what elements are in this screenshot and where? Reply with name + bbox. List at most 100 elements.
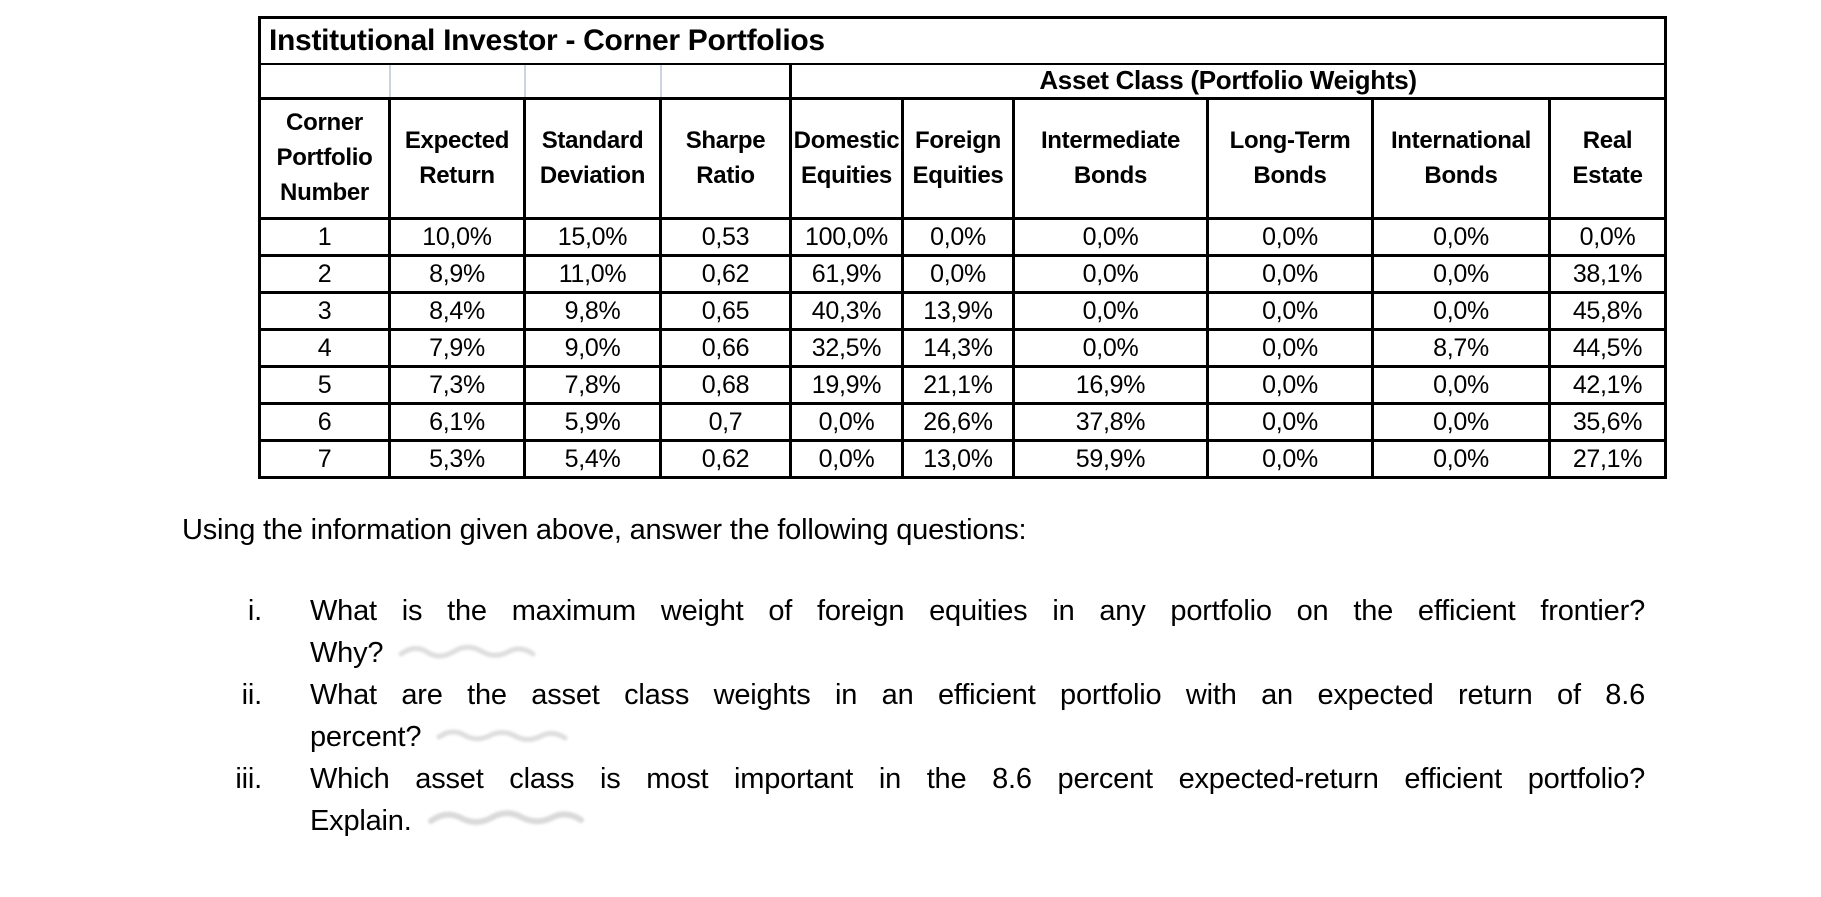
column-header-long-term-bonds: Long-Term Bonds [1206,98,1374,220]
cell: 38,1% [1547,254,1668,294]
table-row: 5 7,3% 7,8% 0,68 19,9% 21,1% 16,9% 0,0% … [258,365,1668,405]
cell: 44,5% [1547,328,1668,368]
cell: 6 [258,402,391,442]
cell: 0,0% [1371,254,1551,294]
cell: 4 [258,328,391,368]
cell: 21,1% [901,365,1015,405]
question-line: Which asset class is most important in t… [310,763,1645,795]
question-i: i. What is the maximum weight of foreign… [202,590,1662,674]
empty-cell [259,63,391,100]
cell: 0,0% [789,402,904,442]
table-row: 6 6,1% 5,9% 0,7 0,0% 26,6% 37,8% 0,0% 0,… [258,402,1668,442]
cell: 0,0% [1206,217,1374,257]
question-number: iii. [235,763,262,795]
cell: 2 [258,254,391,294]
column-header-intermediate-bonds: Intermediate Bonds [1012,98,1209,220]
cell: 0,0% [1206,365,1374,405]
group-header-row: Asset Class (Portfolio Weights) [259,63,1666,100]
cell: 40,3% [789,291,904,331]
column-header-international-bonds: International Bonds [1371,98,1551,220]
erased-pencil-mark [397,632,547,674]
question-text: What are the asset class weights in an e… [310,674,1645,758]
cell: 0,65 [659,291,792,331]
cell: 3 [258,291,391,331]
cell: 16,9% [1012,365,1209,405]
empty-cell [389,63,526,100]
cell: 10,0% [388,217,526,257]
question-text: Which asset class is most important in t… [310,758,1645,842]
cell: 7,8% [523,365,662,405]
question-text: What is the maximum weight of foreign eq… [310,590,1645,674]
cell: 0,7 [659,402,792,442]
cell: 11,0% [523,254,662,294]
question-line: Explain. [310,800,1645,842]
cell: 37,8% [1012,402,1209,442]
cell: 5,4% [523,439,662,479]
table-title-row: Institutional Investor - Corner Portfoli… [259,17,1666,65]
table-row: 2 8,9% 11,0% 0,62 61,9% 0,0% 0,0% 0,0% 0… [258,254,1668,294]
cell: 5,3% [388,439,526,479]
cell: 0,0% [1206,328,1374,368]
table-row: 1 10,0% 15,0% 0,53 100,0% 0,0% 0,0% 0,0%… [258,217,1668,257]
table-title: Institutional Investor - Corner Portfoli… [259,17,1666,65]
cell: 8,7% [1371,328,1551,368]
cell: 7,9% [388,328,526,368]
cell: 0,66 [659,328,792,368]
cell: 14,3% [901,328,1015,368]
cell: 13,9% [901,291,1015,331]
cell: 0,53 [659,217,792,257]
table-row: 4 7,9% 9,0% 0,66 32,5% 14,3% 0,0% 0,0% 8… [258,328,1668,368]
cell: 8,4% [388,291,526,331]
question-ii: ii. What are the asset class weights in … [202,674,1662,758]
cell: 0,0% [1012,217,1209,257]
erased-pencil-mark [426,800,606,842]
cell: 35,6% [1547,402,1668,442]
cell: 0,0% [1206,291,1374,331]
question-line: What is the maximum weight of foreign eq… [310,595,1645,627]
cell: 0,0% [1206,439,1374,479]
cell: 6,1% [388,402,526,442]
question-line: Why? [310,632,1645,674]
column-header-foreign-equities: Foreign Equities [901,98,1015,220]
cell: 0,68 [659,365,792,405]
column-header-real-estate: Real Estate [1547,98,1668,220]
empty-cell [660,63,792,100]
cell: 5 [258,365,391,405]
cell: 0,0% [1012,254,1209,294]
cell: 32,5% [789,328,904,368]
cell: 0,0% [1371,217,1551,257]
cell: 0,0% [1206,402,1374,442]
column-header-sharpe-ratio: Sharpe Ratio [659,98,792,220]
cell: 0,0% [1371,402,1551,442]
cell: 19,9% [789,365,904,405]
column-header-corner-portfolio-number: Corner Portfolio Number [258,98,391,220]
column-header-row: Corner Portfolio Number Expected Return … [258,98,1668,220]
question-line: percent? [310,716,1645,758]
cell: 59,9% [1012,439,1209,479]
cell: 13,0% [901,439,1015,479]
questions-intro: Using the information given above, answe… [182,514,1027,546]
cell: 100,0% [789,217,904,257]
cell: 42,1% [1547,365,1668,405]
corner-portfolios-table: Institutional Investor - Corner Portfoli… [258,16,1668,479]
question-iii: iii. Which asset class is most important… [202,758,1662,842]
cell: 0,0% [789,439,904,479]
cell: 0,62 [659,439,792,479]
cell: 0,0% [1547,217,1668,257]
column-header-expected-return: Expected Return [388,98,526,220]
column-header-domestic-equities: Domestic Equities [789,98,904,220]
cell: 8,9% [388,254,526,294]
cell: 0,62 [659,254,792,294]
cell: 0,0% [901,254,1015,294]
question-line: What are the asset class weights in an e… [310,679,1645,711]
cell: 0,0% [1371,365,1551,405]
question-number: ii. [241,679,263,711]
cell: 0,0% [1206,254,1374,294]
cell: 0,0% [901,217,1015,257]
cell: 15,0% [523,217,662,257]
cell: 9,8% [523,291,662,331]
table-row: 3 8,4% 9,8% 0,65 40,3% 13,9% 0,0% 0,0% 0… [258,291,1668,331]
cell: 0,0% [1012,291,1209,331]
questions-list: i. What is the maximum weight of foreign… [202,590,1662,842]
